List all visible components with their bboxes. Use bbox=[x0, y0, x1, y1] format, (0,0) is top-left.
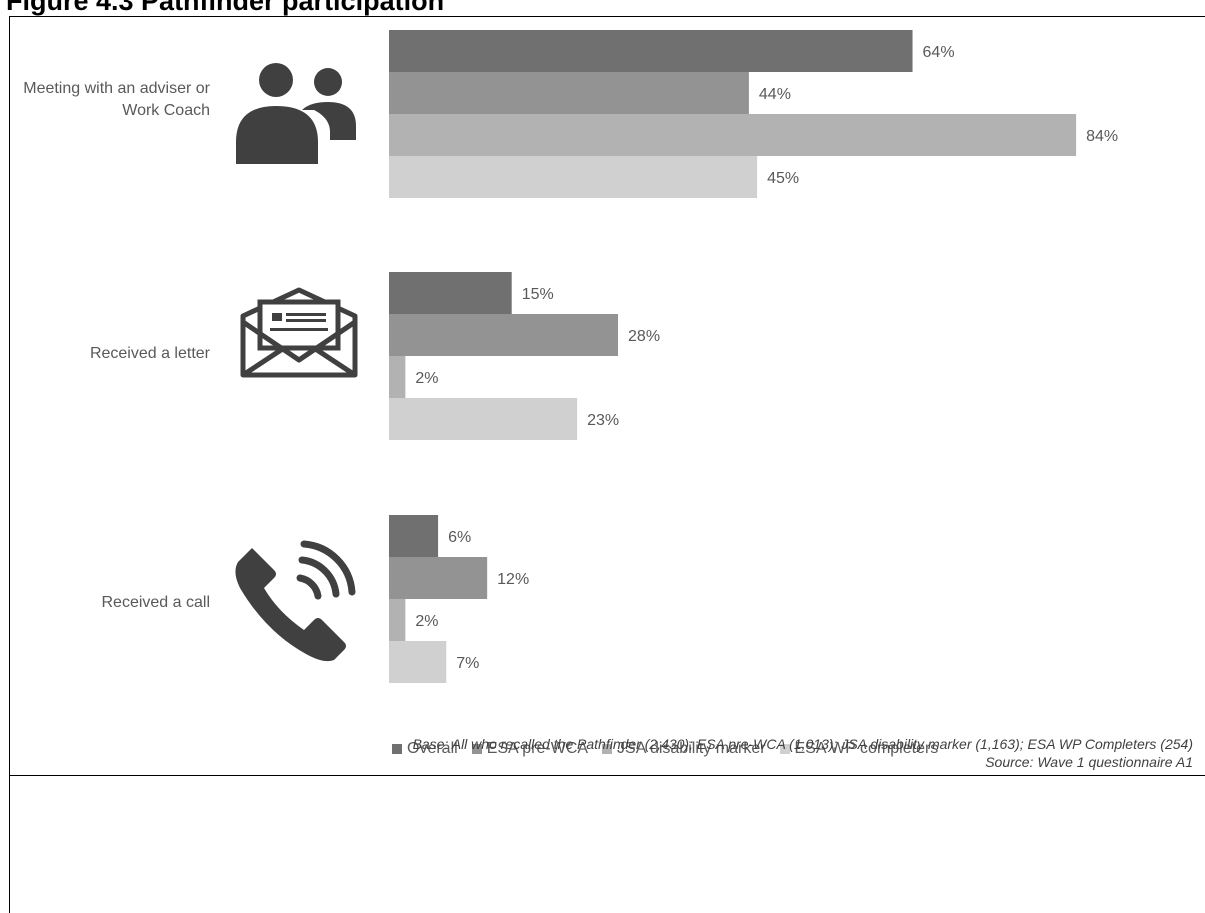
bar-esa-wp-completers-3 bbox=[389, 641, 446, 683]
source-note: Source: Wave 1 questionnaire A1 bbox=[985, 754, 1193, 770]
data-label-overall-2: 15% bbox=[522, 286, 554, 303]
bar-overall-2 bbox=[389, 272, 512, 314]
data-label-esa-wp-completers-2: 23% bbox=[587, 412, 619, 429]
data-label-esa-wp-completers-3: 7% bbox=[456, 655, 479, 672]
base-note: Base: All who recalled the Pathfinder (2… bbox=[413, 736, 1193, 752]
data-label-overall-1: 64% bbox=[923, 44, 955, 61]
data-label-jsa-disability-marker-3: 2% bbox=[415, 613, 438, 630]
data-label-esa-pre-wca-1: 44% bbox=[759, 86, 791, 103]
data-label-esa-wp-completers-1: 45% bbox=[767, 170, 799, 187]
bar-esa-wp-completers-1 bbox=[389, 156, 757, 198]
data-label-jsa-disability-marker-2: 2% bbox=[415, 370, 438, 387]
data-label-esa-pre-wca-2: 28% bbox=[628, 328, 660, 345]
bar-overall-3 bbox=[389, 515, 438, 557]
bar-overall-1 bbox=[389, 30, 913, 72]
bar-esa-wp-completers-2 bbox=[389, 398, 577, 440]
data-label-jsa-disability-marker-1: 84% bbox=[1086, 128, 1118, 145]
legend-swatch-overall bbox=[392, 744, 402, 754]
data-label-overall-3: 6% bbox=[448, 529, 471, 546]
data-label-esa-pre-wca-3: 12% bbox=[497, 571, 529, 588]
bar-esa-pre-wca-3 bbox=[389, 557, 487, 599]
bar-esa-pre-wca-2 bbox=[389, 314, 618, 356]
bar-esa-pre-wca-1 bbox=[389, 72, 749, 114]
bar-jsa-disability-marker-2 bbox=[389, 356, 405, 398]
bar-jsa-disability-marker-3 bbox=[389, 599, 405, 641]
bar-jsa-disability-marker-1 bbox=[389, 114, 1076, 156]
